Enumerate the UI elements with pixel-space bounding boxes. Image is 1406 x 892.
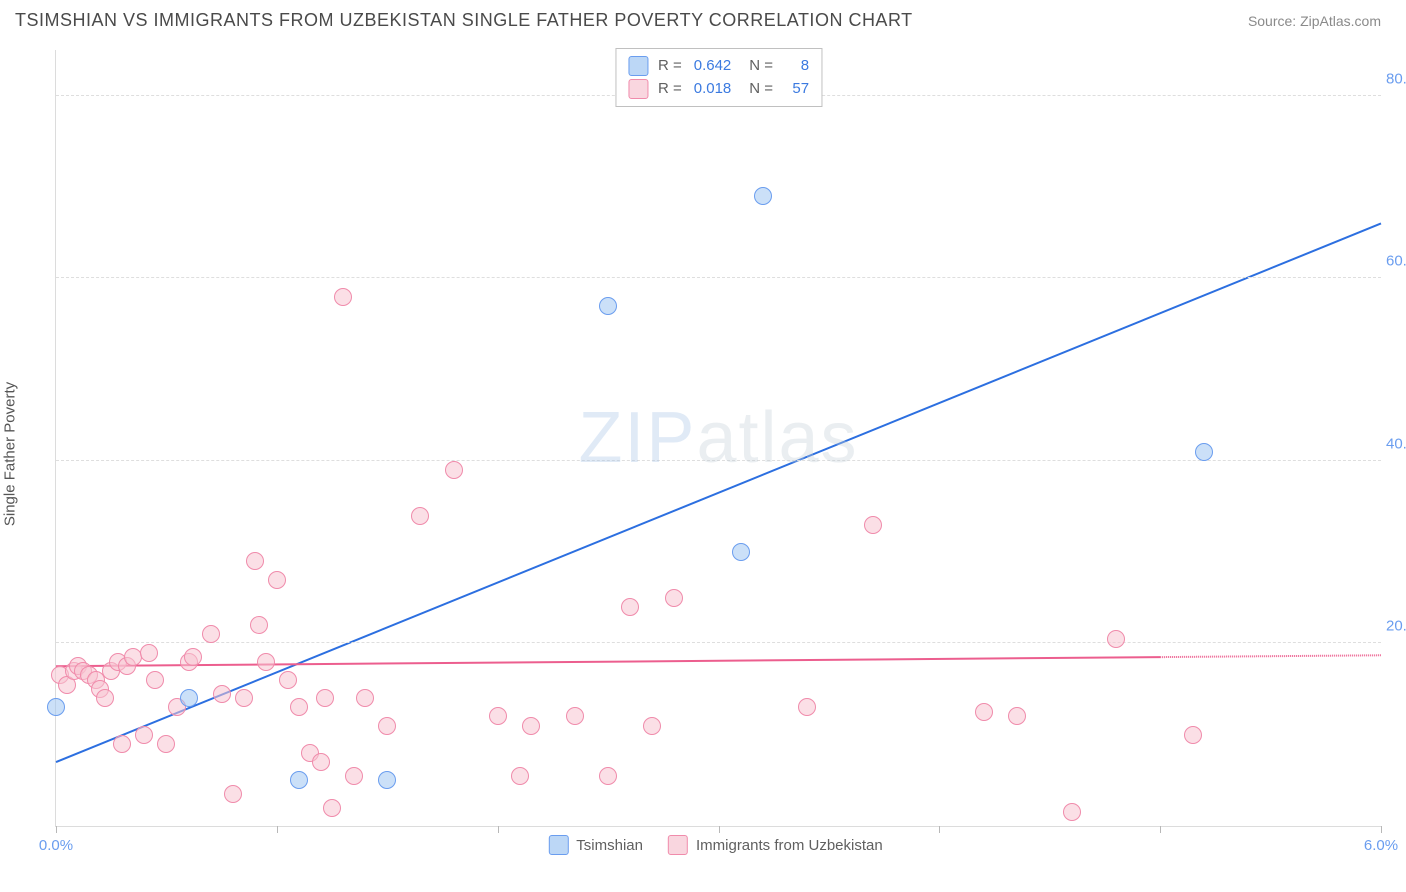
x-tick [719, 826, 720, 833]
x-tick [939, 826, 940, 833]
y-axis-label: Single Father Poverty [2, 381, 19, 525]
data-point [511, 767, 529, 785]
trendlines-svg [56, 50, 1381, 826]
gridline-h [56, 642, 1381, 643]
x-tick-label-end: 6.0% [1364, 837, 1398, 854]
legend-correlation: R = 0.642 N = 8 R = 0.018 N = 57 [615, 48, 822, 107]
data-point [378, 717, 396, 735]
data-point [445, 461, 463, 479]
data-point [643, 717, 661, 735]
r-label: R = [658, 55, 682, 78]
trendline-a [56, 223, 1381, 762]
legend-label: Tsimshian [576, 837, 643, 854]
source-label: Source: ZipAtlas.com [1248, 13, 1381, 29]
data-point [250, 616, 268, 634]
data-point [213, 685, 231, 703]
chart-wrapper: Single Father Poverty ZIPatlas R =0.642N… [50, 50, 1381, 857]
data-point [316, 689, 334, 707]
r-label: R = [658, 78, 682, 101]
data-point [566, 707, 584, 725]
legend-swatch-icon [548, 835, 568, 855]
y-tick-label: 40.0% [1386, 435, 1406, 452]
n-value: 57 [785, 78, 809, 101]
legend-correlation-row: R = 0.018 N = 57 [628, 78, 809, 101]
data-point [323, 799, 341, 817]
data-point [146, 671, 164, 689]
legend-swatch-icon [628, 79, 648, 99]
data-point [489, 707, 507, 725]
data-point [246, 552, 264, 570]
y-tick-label: 20.0% [1386, 618, 1406, 635]
data-point [290, 698, 308, 716]
data-point [599, 767, 617, 785]
data-point [290, 771, 308, 789]
data-point [356, 689, 374, 707]
data-point [599, 297, 617, 315]
data-point [235, 689, 253, 707]
n-label: N = [749, 78, 773, 101]
data-point [140, 644, 158, 662]
data-point [157, 735, 175, 753]
data-point [257, 653, 275, 671]
legend-item: Immigrants from Uzbekistan [668, 835, 883, 855]
data-point [1107, 630, 1125, 648]
data-point [665, 589, 683, 607]
data-point [864, 516, 882, 534]
r-value: 0.018 [694, 78, 732, 101]
legend-series: Tsimshian Immigrants from Uzbekistan [548, 835, 882, 855]
data-point [268, 571, 286, 589]
data-point [754, 187, 772, 205]
data-point [1008, 707, 1026, 725]
y-tick-label: 80.0% [1386, 70, 1406, 87]
gridline-h [56, 460, 1381, 461]
legend-label: Immigrants from Uzbekistan [696, 837, 883, 854]
data-point [279, 671, 297, 689]
data-point [411, 507, 429, 525]
data-point [732, 543, 750, 561]
n-label: N = [749, 55, 773, 78]
plot-area: ZIPatlas R =0.642N =8R =0.018N =57 20.0%… [55, 50, 1381, 827]
data-point [180, 689, 198, 707]
data-point [1195, 443, 1213, 461]
data-point [378, 771, 396, 789]
data-point [312, 753, 330, 771]
x-tick [56, 826, 57, 833]
data-point [975, 703, 993, 721]
data-point [621, 598, 639, 616]
data-point [135, 726, 153, 744]
data-point [522, 717, 540, 735]
gridline-h [56, 277, 1381, 278]
x-tick [498, 826, 499, 833]
data-point [47, 698, 65, 716]
x-tick-label-start: 0.0% [39, 837, 73, 854]
data-point [334, 288, 352, 306]
n-value: 8 [785, 55, 809, 78]
data-point [798, 698, 816, 716]
legend-item: Tsimshian [548, 835, 643, 855]
data-point [1063, 803, 1081, 821]
y-tick-label: 60.0% [1386, 253, 1406, 270]
data-point [224, 785, 242, 803]
trendline-b-ext [1160, 655, 1381, 657]
legend-correlation-row: R = 0.642 N = 8 [628, 55, 809, 78]
x-tick [1160, 826, 1161, 833]
x-tick [277, 826, 278, 833]
legend-swatch-icon [628, 56, 648, 76]
data-point [1184, 726, 1202, 744]
r-value: 0.642 [694, 55, 732, 78]
data-point [184, 648, 202, 666]
chart-title: TSIMSHIAN VS IMMIGRANTS FROM UZBEKISTAN … [15, 10, 913, 31]
data-point [96, 689, 114, 707]
data-point [345, 767, 363, 785]
trendline-b [56, 657, 1160, 666]
legend-swatch-icon [668, 835, 688, 855]
data-point [202, 625, 220, 643]
x-tick [1381, 826, 1382, 833]
data-point [113, 735, 131, 753]
